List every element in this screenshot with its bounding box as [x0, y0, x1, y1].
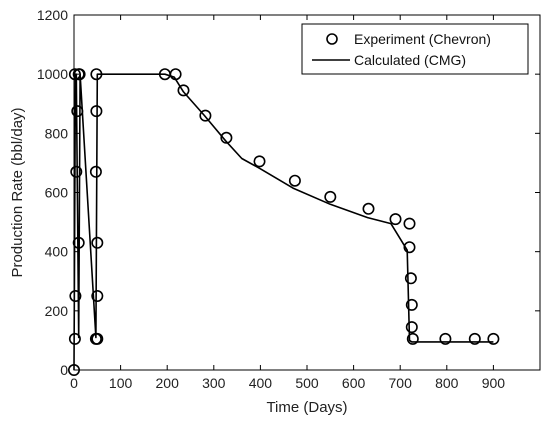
x-tick-label: 700 [389, 375, 413, 391]
x-tick-label: 600 [342, 375, 366, 391]
data-point-experiment [405, 321, 418, 334]
legend-calculated-label: Calculated (CMG) [354, 52, 466, 68]
legend-experiment-marker [326, 33, 338, 45]
data-point-experiment [68, 332, 81, 345]
y-tick-label: 0 [60, 362, 68, 378]
data-point-experiment [70, 165, 83, 178]
data-point-experiment [405, 298, 418, 311]
series-line-calculated [73, 73, 494, 371]
data-point-experiment [389, 213, 402, 226]
x-tick-label: 200 [156, 375, 180, 391]
y-tick-label: 1200 [37, 7, 68, 23]
data-point-experiment [69, 289, 82, 302]
data-point-experiment [220, 131, 233, 144]
legend: Experiment (Chevron) Calculated (CMG) [301, 23, 529, 75]
y-tick-label: 800 [45, 125, 69, 141]
data-point-experiment [199, 109, 212, 122]
data-point-experiment [89, 165, 102, 178]
x-tick-label: 400 [249, 375, 273, 391]
data-point-experiment [403, 241, 416, 254]
x-tick-label: 0 [70, 375, 78, 391]
data-point-experiment [468, 332, 481, 345]
legend-experiment-label: Experiment (Chevron) [354, 31, 491, 47]
y-tick-label: 400 [45, 244, 69, 260]
data-point-experiment [91, 289, 104, 302]
data-point-experiment [71, 105, 84, 118]
y-axis-label: Production Rate (bbl/day) [9, 107, 26, 277]
data-point-experiment [68, 68, 81, 81]
x-tick-label: 300 [202, 375, 226, 391]
y-tick-label: 600 [45, 185, 69, 201]
data-point-experiment [324, 190, 337, 203]
data-point-experiment [169, 68, 182, 81]
legend-box [301, 23, 529, 75]
data-point-experiment [253, 155, 266, 168]
data-point-experiment [91, 332, 104, 345]
data-point-experiment [362, 202, 375, 215]
data-point-experiment [90, 68, 103, 81]
data-point-experiment [404, 272, 417, 285]
x-axis-label: Time (Days) [266, 399, 347, 416]
y-tick-label: 1000 [37, 66, 68, 82]
data-point-experiment [91, 236, 104, 249]
x-tick-label: 900 [482, 375, 506, 391]
x-tick-label: 800 [435, 375, 459, 391]
data-point-experiment [288, 174, 301, 187]
plot-frame [73, 14, 541, 371]
data-point-experiment [406, 332, 419, 345]
axis-ticks: 0 100 200 300 400 500 600 700 800 900 0 200 400 600 80… [37, 7, 540, 391]
data-point-experiment [439, 332, 452, 345]
data-point-experiment [403, 217, 416, 230]
y-tick-label: 200 [45, 303, 69, 319]
x-tick-label: 500 [295, 375, 319, 391]
data-point-experiment [177, 84, 190, 97]
data-point-experiment [487, 332, 500, 345]
x-tick-label: 100 [109, 375, 133, 391]
data-point-experiment [90, 105, 103, 118]
